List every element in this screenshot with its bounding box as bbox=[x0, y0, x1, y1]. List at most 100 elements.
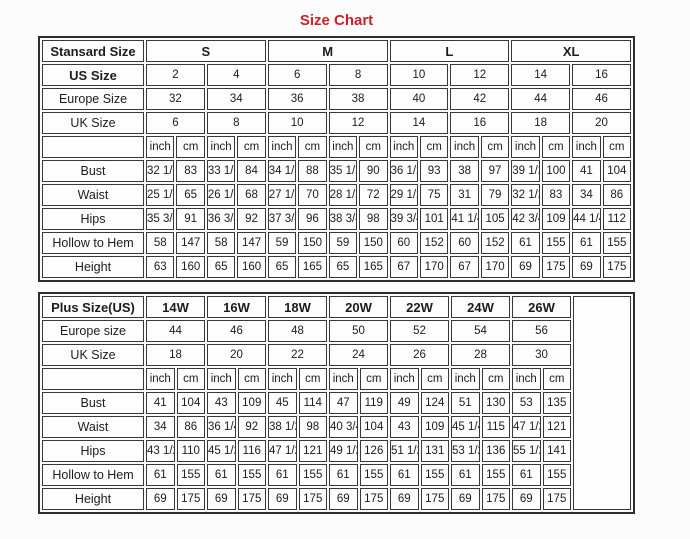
unit-header-cell: cm bbox=[419, 136, 449, 158]
size-value-cell: 20 bbox=[572, 112, 631, 134]
size-group-header: 20W bbox=[329, 296, 388, 318]
measurement-value-cell: 147 bbox=[176, 232, 205, 254]
measurement-value-cell: 35 1/2 bbox=[328, 160, 358, 182]
measurement-value-cell: 135 bbox=[542, 392, 571, 414]
measurement-value-cell: 83 bbox=[541, 184, 571, 206]
size-chart-container: Size Chart Stansard Size S M L XL US Size 2 4 6 8… bbox=[38, 12, 635, 514]
measurement-value-cell: 152 bbox=[480, 232, 510, 254]
measurement-value-cell: 69 bbox=[390, 488, 419, 510]
measurement-value-cell: 175 bbox=[420, 488, 449, 510]
unit-header-cell: inch bbox=[451, 368, 480, 390]
measurement-value-cell: 69 bbox=[572, 256, 601, 278]
measurement-value-cell: 32 1/2 bbox=[146, 160, 175, 182]
measurement-value-cell: 175 bbox=[542, 488, 571, 510]
plus-size-table: Plus Size(US) 14W 16W 18W 20W 22W 24W 26W Europe… bbox=[38, 292, 635, 514]
measurement-value-cell: 34 bbox=[572, 184, 601, 206]
measurement-value-cell: 42 3/4 bbox=[511, 208, 540, 230]
measurement-value-cell: 165 bbox=[359, 256, 388, 278]
row-label: US Size bbox=[42, 64, 144, 86]
measurement-value-cell: 63 bbox=[146, 256, 175, 278]
measurement-row-label: Hollow to Hem bbox=[42, 464, 144, 486]
unit-header-cell: inch bbox=[511, 136, 540, 158]
measurement-value-cell: 53 bbox=[512, 392, 541, 414]
unit-header-cell: cm bbox=[480, 136, 510, 158]
measurement-value-cell: 155 bbox=[542, 464, 571, 486]
measurement-value-cell: 150 bbox=[298, 232, 327, 254]
measurement-value-cell: 155 bbox=[541, 232, 571, 254]
measurement-value-cell: 112 bbox=[602, 208, 631, 230]
measurement-value-cell: 34 1/2 bbox=[267, 160, 297, 182]
measurement-value-cell: 79 bbox=[480, 184, 510, 206]
row-label: UK Size bbox=[42, 112, 144, 134]
unit-header-cell: cm bbox=[237, 136, 266, 158]
measurement-value-cell: 27 1/2 bbox=[267, 184, 297, 206]
measurement-value-cell: 38 3/4 bbox=[328, 208, 358, 230]
size-value-cell: 18 bbox=[146, 344, 205, 366]
standard-size-table-section: Stansard Size S M L XL US Size 2 4 6 8 10 12 14 16 Eur… bbox=[38, 36, 635, 282]
measurement-row-label: Hips bbox=[42, 208, 144, 230]
measurement-value-cell: 165 bbox=[298, 256, 327, 278]
measurement-value-cell: 61 bbox=[451, 464, 480, 486]
measurement-value-cell: 155 bbox=[602, 232, 631, 254]
measurement-value-cell: 136 bbox=[481, 440, 510, 462]
size-value-cell: 46 bbox=[207, 320, 266, 342]
measurement-value-cell: 104 bbox=[176, 392, 205, 414]
size-value-cell: 26 bbox=[390, 344, 449, 366]
size-value-cell: 48 bbox=[268, 320, 327, 342]
size-table-corner-label: Plus Size(US) bbox=[42, 296, 144, 318]
size-value-cell: 18 bbox=[511, 112, 571, 134]
measurement-value-cell: 100 bbox=[541, 160, 571, 182]
measurement-value-cell: 155 bbox=[237, 464, 266, 486]
measurement-value-cell: 65 bbox=[206, 256, 236, 278]
measurement-value-cell: 69 bbox=[511, 256, 540, 278]
measurement-value-cell: 55 1/2 bbox=[512, 440, 541, 462]
measurement-value-cell: 36 1/4 bbox=[207, 416, 236, 438]
measurement-row-label: Height bbox=[42, 256, 144, 278]
measurement-value-cell: 26 1/2 bbox=[206, 184, 236, 206]
size-value-cell: 8 bbox=[206, 112, 266, 134]
measurement-value-cell: 175 bbox=[602, 256, 631, 278]
measurement-value-cell: 155 bbox=[420, 464, 449, 486]
unit-header-cell: inch bbox=[206, 136, 236, 158]
row-label: UK Size bbox=[42, 344, 144, 366]
measurement-value-cell: 59 bbox=[328, 232, 358, 254]
measurement-row-label: Waist bbox=[42, 184, 144, 206]
table-row: Height 69 175 69 175 69 175 69 175 69 175 69 175 69 17… bbox=[42, 488, 631, 510]
table-row: US Size 2 4 6 8 10 12 14 16 bbox=[42, 64, 631, 86]
measurement-value-cell: 126 bbox=[359, 440, 388, 462]
unit-row-label-empty bbox=[42, 136, 144, 158]
size-group-header: L bbox=[389, 40, 510, 62]
measurement-value-cell: 175 bbox=[176, 488, 205, 510]
measurement-value-cell: 160 bbox=[237, 256, 266, 278]
table-row: Height 63 160 65 160 65 165 65 165 67 170 67 170 69 17… bbox=[42, 256, 631, 278]
size-group-header: M bbox=[267, 40, 388, 62]
measurement-value-cell: 38 bbox=[450, 160, 479, 182]
measurement-value-cell: 31 bbox=[450, 184, 479, 206]
size-value-cell: 14 bbox=[511, 64, 571, 86]
measurement-value-cell: 175 bbox=[541, 256, 571, 278]
table-row: UK Size 18 20 22 24 26 28 30 bbox=[42, 344, 631, 366]
measurement-value-cell: 155 bbox=[481, 464, 510, 486]
size-value-cell: 12 bbox=[450, 64, 510, 86]
page-title: Size Chart bbox=[299, 12, 374, 29]
size-value-cell: 16 bbox=[450, 112, 510, 134]
size-group-header: 18W bbox=[268, 296, 327, 318]
unit-header-cell: inch bbox=[329, 368, 358, 390]
measurement-value-cell: 47 1/2 bbox=[512, 416, 541, 438]
size-group-header: S bbox=[146, 40, 266, 62]
measurement-value-cell: 141 bbox=[542, 440, 571, 462]
measurement-value-cell: 93 bbox=[419, 160, 449, 182]
measurement-value-cell: 84 bbox=[237, 160, 266, 182]
size-value-cell: 24 bbox=[329, 344, 388, 366]
size-value-cell: 22 bbox=[268, 344, 327, 366]
measurement-value-cell: 130 bbox=[481, 392, 510, 414]
size-group-header: 16W bbox=[207, 296, 266, 318]
measurement-value-cell: 35 3/4 bbox=[146, 208, 175, 230]
measurement-value-cell: 175 bbox=[359, 488, 388, 510]
measurement-value-cell: 86 bbox=[602, 184, 631, 206]
